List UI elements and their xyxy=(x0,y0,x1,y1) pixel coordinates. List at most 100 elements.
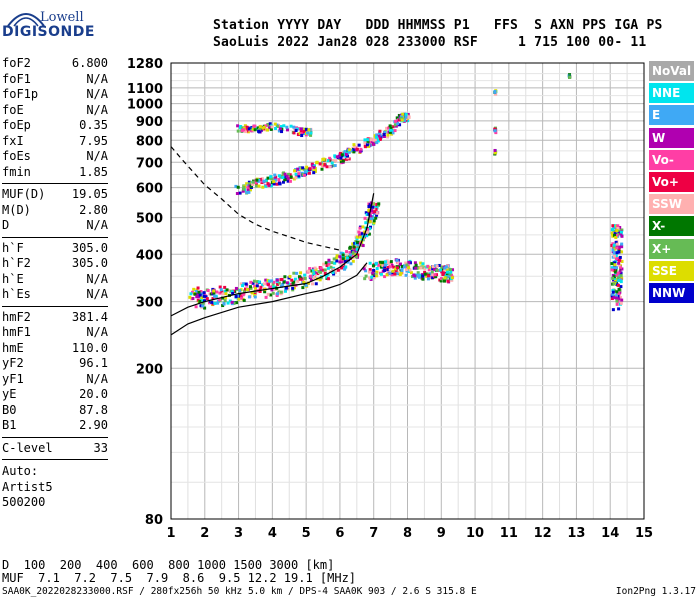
echo-dot xyxy=(287,172,291,176)
echo-dot xyxy=(243,124,247,128)
echo-dot xyxy=(221,304,225,308)
echo-dot xyxy=(435,264,439,268)
muf-row: MUF 7.1 7.2 7.5 7.9 8.6 9.5 12.2 19.1 [M… xyxy=(2,571,356,585)
y-tick-label: 1280 xyxy=(127,57,163,72)
echo-dot xyxy=(620,298,624,302)
echo-dot xyxy=(297,127,301,131)
echo-dot xyxy=(312,275,316,279)
echo-dot xyxy=(245,182,249,186)
echo-dot xyxy=(615,234,619,238)
echo-dot xyxy=(325,275,329,279)
echo-dot xyxy=(372,142,376,146)
echo-dot xyxy=(381,263,385,267)
echo-dot xyxy=(326,272,330,276)
echo-dot xyxy=(348,246,352,250)
echo-dot xyxy=(330,161,334,165)
x-tick-label: 5 xyxy=(302,526,311,541)
echo-dot xyxy=(376,138,380,142)
echo-dot xyxy=(391,125,395,129)
echo-dot xyxy=(409,271,413,275)
param-value: N/A xyxy=(86,218,108,232)
echo-dot xyxy=(617,274,621,278)
echo-dot xyxy=(374,135,378,139)
echo-dot xyxy=(368,268,372,272)
echo-dot xyxy=(440,267,444,271)
echo-dot xyxy=(259,285,263,289)
echo-dot xyxy=(334,256,338,260)
param-value: 1.85 xyxy=(79,164,108,179)
echo-dot xyxy=(338,255,342,259)
param-row: h`F 305.0 xyxy=(2,241,108,257)
echo-dot xyxy=(317,270,321,274)
parameter-panel: foF2 6.800 foF1 N/A foF1p N/A foE N/A foEp 0.35 fx… xyxy=(2,56,108,511)
echo-dot xyxy=(266,278,270,282)
echo-dot xyxy=(323,163,327,167)
echo-dot xyxy=(257,280,261,284)
echo-dot xyxy=(254,286,258,290)
echo-dot xyxy=(385,259,389,263)
lowell-digisonde-logo: Lowell DIGISONDE xyxy=(2,4,152,46)
echo-dot xyxy=(620,276,624,280)
echo-dot xyxy=(355,247,359,251)
echo-dot xyxy=(611,224,615,228)
echo-dot xyxy=(308,274,312,278)
echo-dot xyxy=(232,301,236,305)
echo-dot xyxy=(429,272,433,276)
echo-dot xyxy=(212,289,216,293)
legend-item: Vo- xyxy=(649,149,694,170)
echo-dot xyxy=(370,275,374,279)
echo-dot xyxy=(286,179,290,183)
echo-dot xyxy=(298,132,302,136)
param-value: 110.0 xyxy=(71,340,108,355)
echo-dot xyxy=(617,287,621,291)
echo-dot xyxy=(355,147,359,151)
echo-dot xyxy=(272,180,276,184)
echo-dot xyxy=(408,268,412,272)
echo-dot xyxy=(231,291,235,295)
echo-dot xyxy=(285,125,289,129)
echo-dot xyxy=(451,268,455,272)
y-tick-label: 1000 xyxy=(127,98,163,113)
echo-dot xyxy=(368,276,372,280)
echo-dot xyxy=(348,148,352,152)
echo-dot xyxy=(352,150,356,154)
echo-dot xyxy=(355,235,359,239)
echo-dot xyxy=(331,159,335,163)
echo-dot xyxy=(341,159,345,163)
x-tick-label: 14 xyxy=(601,526,619,541)
echo-dot xyxy=(328,165,332,169)
echo-dot xyxy=(253,128,257,132)
echo-dot xyxy=(617,250,621,254)
echo-dot xyxy=(406,119,410,123)
param-label: fxI xyxy=(2,133,24,148)
echo-dot xyxy=(305,131,309,135)
echo-dot xyxy=(300,134,304,138)
param-row: B1 2.90 xyxy=(2,418,108,434)
echo-dot xyxy=(372,276,376,280)
echo-dot xyxy=(433,273,437,277)
logo-arc-icon xyxy=(7,13,45,27)
echo-dot xyxy=(358,150,362,154)
echo-dot xyxy=(391,269,395,273)
echo-dot xyxy=(368,261,372,265)
echo-dot xyxy=(396,261,400,265)
echo-dot xyxy=(383,275,387,279)
param-label: foEp xyxy=(2,118,31,132)
echo-dot xyxy=(370,209,374,213)
echo-dot xyxy=(319,270,323,274)
echo-dot xyxy=(433,267,437,271)
echo-dot xyxy=(312,272,316,276)
echo-dot xyxy=(330,261,334,265)
echo-dot xyxy=(239,282,243,286)
echo-dot xyxy=(393,129,397,133)
echo-dot xyxy=(260,177,264,181)
param-label: foEs xyxy=(2,149,31,163)
echo-dot xyxy=(407,115,411,119)
echo-dot xyxy=(295,271,299,275)
echo-dot xyxy=(262,179,266,183)
param-label: hmF1 xyxy=(2,325,31,339)
echo-dot xyxy=(198,293,202,297)
echo-dot xyxy=(275,182,279,186)
echo-dot xyxy=(283,172,287,176)
